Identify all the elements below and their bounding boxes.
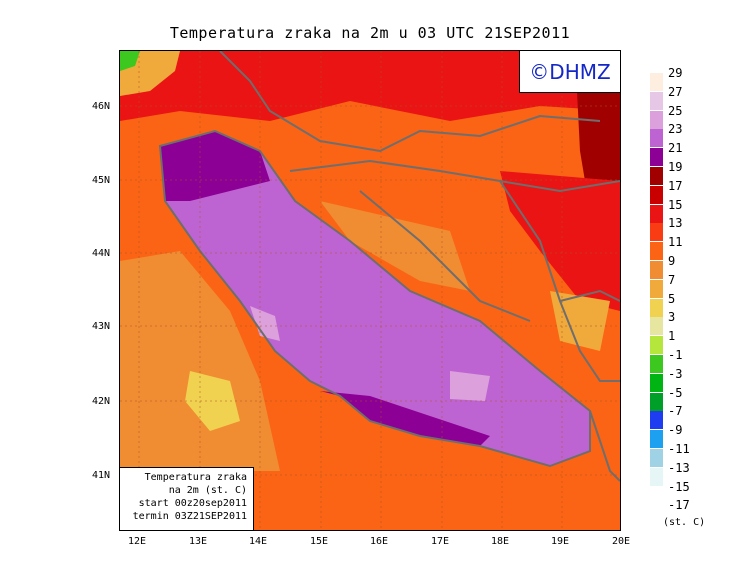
border-north	[219, 51, 601, 153]
legend-label: 3	[668, 310, 676, 325]
legend-label: -17	[668, 498, 690, 513]
legend-label: 21	[668, 141, 683, 156]
legend-label: 5	[668, 291, 676, 306]
legend-label: 11	[668, 235, 683, 250]
legend-swatch	[650, 73, 663, 91]
x-axis-label: 13E	[189, 536, 208, 547]
legend-swatch	[650, 298, 663, 317]
land-north-red	[120, 51, 620, 121]
y-axis-label: 45N	[92, 175, 111, 186]
info-line-2: na 2m (st. C)	[168, 485, 247, 496]
legend-label: 25	[668, 103, 683, 118]
y-axis-label: 42N	[92, 396, 111, 407]
land-dinaric-warm	[320, 201, 470, 291]
legend-swatch	[650, 223, 663, 242]
legend-swatch	[650, 279, 663, 298]
border-croatia-north	[289, 159, 620, 193]
info-line-4: termin 03Z21SEP2011	[132, 511, 247, 522]
legend-swatch	[650, 336, 663, 355]
legend-label: 9	[668, 254, 676, 268]
info-line-1: Temperatura zraka	[144, 472, 247, 483]
legend-label: -11	[668, 442, 690, 456]
legend-label: -7	[668, 404, 683, 419]
legend-label: -9	[668, 423, 683, 438]
sea-south-edge	[320, 391, 490, 446]
legend-label: 19	[668, 160, 683, 174]
map-title: Temperatura zraka na 2m u 03 UTC 21SEP20…	[169, 24, 571, 42]
legend-label: 7	[668, 272, 676, 287]
legend-swatch	[650, 411, 663, 430]
dhmz-watermark: ©DHMZ	[519, 51, 620, 93]
adriatic-coastline	[158, 129, 591, 468]
sea-light-patch-1	[250, 306, 280, 341]
legend-label: -15	[668, 479, 690, 494]
land-alps-cold	[120, 51, 140, 71]
legend-swatch	[650, 129, 663, 148]
legend-swatch	[650, 185, 663, 204]
info-line-3: start 00z20sep2011	[138, 498, 247, 509]
legend-swatch	[650, 467, 663, 486]
legend-units: (st. C)	[663, 517, 706, 528]
legend-label: 1	[668, 329, 676, 344]
border-east	[559, 289, 620, 302]
legend-swatch	[650, 242, 663, 261]
legend-swatch	[650, 261, 663, 279]
temperature-map-canvas	[120, 51, 620, 530]
sea-light-patch-2	[450, 371, 490, 401]
legend-label: 17	[668, 178, 683, 193]
x-axis-label: 12E	[128, 536, 147, 547]
legend-swatch	[650, 91, 663, 110]
land-italy-hot	[185, 371, 240, 431]
legend-label: 23	[668, 122, 683, 137]
legend-swatch	[650, 449, 663, 467]
x-axis-label: 15E	[310, 536, 329, 547]
x-axis-label: 16E	[370, 536, 389, 547]
border-bosnia	[359, 190, 531, 322]
legend-label: -13	[668, 460, 690, 475]
x-axis-label: 19E	[551, 536, 570, 547]
legend-label: 15	[668, 197, 683, 212]
x-axis-label: 14E	[249, 536, 268, 547]
legend-swatch	[650, 392, 663, 411]
y-axis-label: 46N	[92, 101, 111, 112]
legend-swatch	[650, 167, 663, 185]
legend-swatch	[650, 110, 663, 129]
legend-label: -3	[668, 366, 683, 381]
legend-label: 13	[668, 216, 683, 231]
legend-swatch	[650, 430, 663, 449]
y-axis-label: 43N	[92, 321, 111, 332]
x-axis-label: 18E	[491, 536, 510, 547]
x-axis-label: 20E	[612, 536, 631, 547]
legend-label: -5	[668, 385, 683, 400]
border-albania	[589, 410, 620, 482]
legend-label: 27	[668, 84, 683, 99]
land-balkans-red	[500, 171, 620, 311]
sea-north-dark	[160, 131, 270, 201]
x-axis-label: 17E	[431, 536, 450, 547]
temperature-map: ©DHMZ Temperatura zraka na 2m (st. C) st…	[119, 50, 621, 531]
land-serbia-warm	[550, 291, 610, 351]
map-gridlines	[120, 51, 620, 530]
legend-swatch	[650, 317, 663, 336]
legend-swatch	[650, 148, 663, 167]
info-box: Temperatura zraka na 2m (st. C) start 00…	[120, 467, 254, 530]
legend-swatch	[650, 373, 663, 392]
legend-label: 29	[668, 66, 683, 80]
legend-swatch	[650, 204, 663, 223]
y-axis-label: 44N	[92, 248, 111, 259]
legend-swatch	[650, 355, 663, 373]
legend-swatch	[650, 486, 663, 505]
y-axis-label: 41N	[92, 470, 111, 481]
legend-label: -1	[668, 348, 683, 362]
